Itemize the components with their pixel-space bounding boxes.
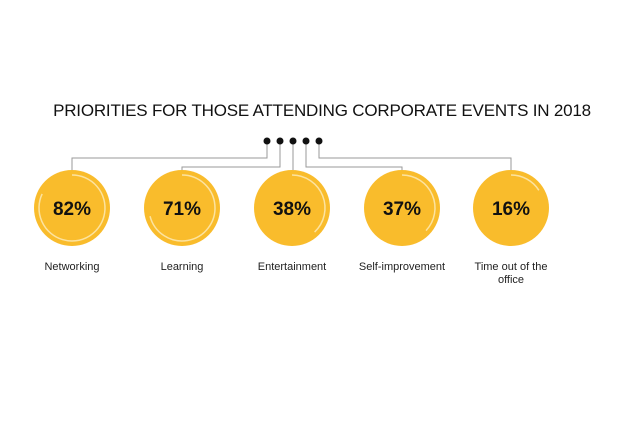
connector-line <box>305 141 403 170</box>
value-label: 71% <box>163 199 201 220</box>
progress-ring <box>149 174 216 242</box>
connector-line <box>318 141 512 170</box>
progress-ring <box>38 174 106 242</box>
value-label: 37% <box>383 199 421 220</box>
connector-dot <box>302 137 310 145</box>
category-label: Entertainment <box>257 261 327 273</box>
category-label: Time out of the office <box>474 261 548 286</box>
value-circle <box>473 170 549 246</box>
connector-line <box>71 141 268 170</box>
connector-dot <box>263 137 271 145</box>
value-label: 38% <box>273 199 311 220</box>
category-label: Learning <box>160 261 204 273</box>
progress-ring <box>291 174 326 233</box>
connector-dot <box>276 137 284 145</box>
connector-dot <box>289 137 297 145</box>
category-label: Networking <box>44 261 100 273</box>
connector-line <box>181 141 281 170</box>
value-circle <box>34 170 110 246</box>
value-label: 82% <box>53 199 91 220</box>
category-label: Self-improvement <box>358 261 446 273</box>
progress-ring <box>401 174 436 232</box>
chart-title: PRIORITIES FOR THOSE ATTENDING CORPORATE… <box>53 101 591 120</box>
connector-dot <box>315 137 323 145</box>
value-circle <box>254 170 330 246</box>
value-circle <box>144 170 220 246</box>
value-label: 16% <box>492 199 530 220</box>
progress-ring <box>510 174 540 191</box>
value-circle <box>364 170 440 246</box>
